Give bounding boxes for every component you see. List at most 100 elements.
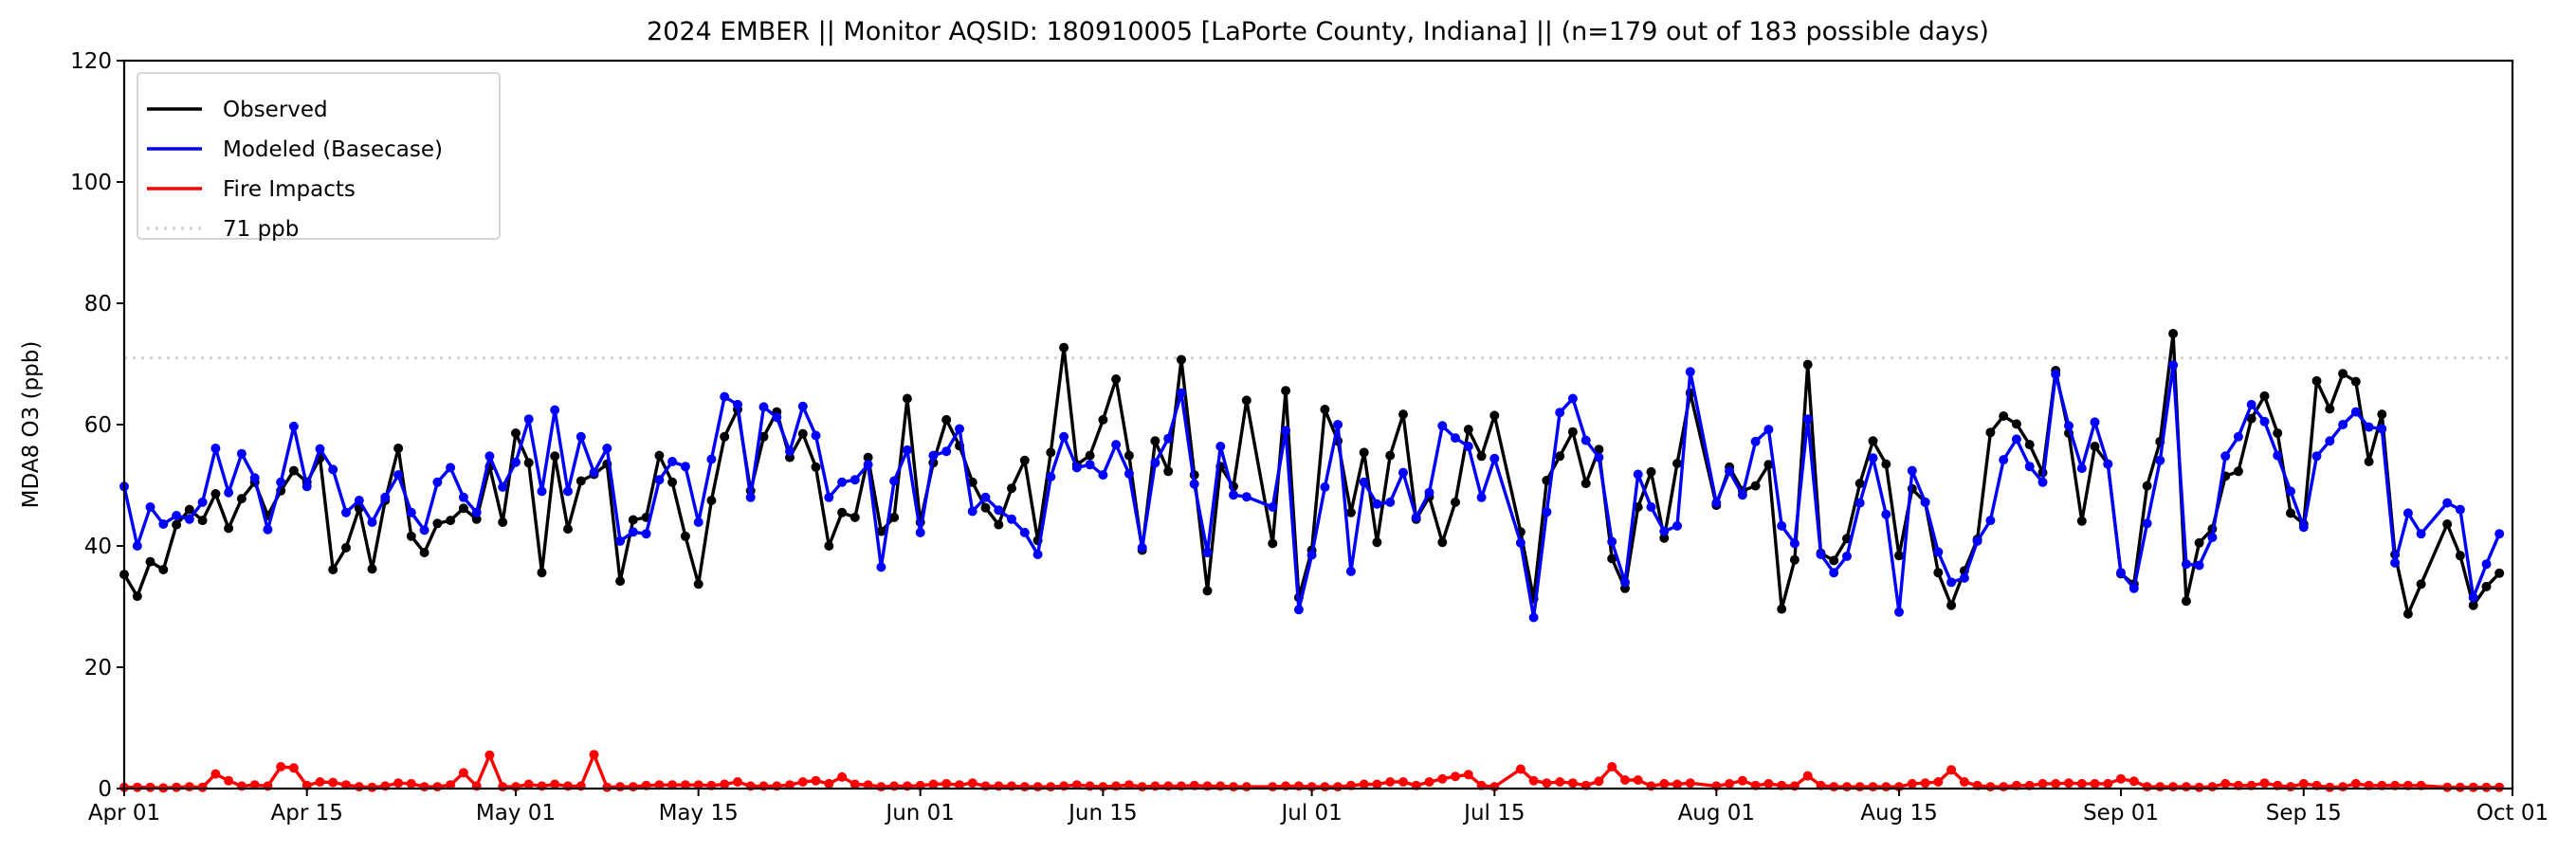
modeled-basecase-point xyxy=(1542,507,1552,517)
modeled-basecase-point xyxy=(1424,487,1434,498)
observed-point xyxy=(1750,481,1761,491)
fire-impacts-point xyxy=(328,777,338,788)
modeled-basecase-point xyxy=(967,506,977,517)
observed-point xyxy=(1802,359,1813,370)
modeled-basecase-point xyxy=(2207,533,2218,542)
modeled-basecase-point xyxy=(1620,577,1630,588)
legend-box xyxy=(137,72,501,240)
x-tick-label: Jul 15 xyxy=(1462,801,1525,826)
modeled-basecase-point xyxy=(2024,462,2035,472)
series-fire-impacts xyxy=(119,750,2505,793)
fire-impacts-point xyxy=(341,780,351,790)
observed-point xyxy=(158,565,169,574)
observed-point xyxy=(563,524,573,535)
modeled-basecase-point xyxy=(1124,468,1134,479)
modeled-basecase-point xyxy=(2325,436,2335,446)
modeled-basecase-point xyxy=(589,467,599,478)
observed-point xyxy=(1489,410,1500,421)
fire-impacts-point xyxy=(458,768,468,778)
observed-point xyxy=(811,462,821,472)
modeled-basecase-point xyxy=(132,541,142,551)
fire-impacts-point xyxy=(393,778,404,789)
modeled-basecase-point xyxy=(1555,408,1565,418)
fire-impacts-point xyxy=(589,750,599,760)
fire-impacts-point xyxy=(1359,779,1369,789)
modeled-basecase-point xyxy=(1763,425,1774,435)
fire-impacts-point xyxy=(2194,782,2204,792)
fire-impacts-point xyxy=(1241,782,1251,792)
modeled-basecase-point xyxy=(1398,467,1408,478)
fire-impacts-point xyxy=(1985,782,1996,792)
observed-point xyxy=(1933,568,1944,578)
observed-point xyxy=(2286,508,2295,518)
modeled-basecase-point xyxy=(288,421,299,431)
modeled-basecase-point xyxy=(1607,536,1617,547)
modeled-basecase-point xyxy=(824,492,834,502)
fire-impacts-point xyxy=(1672,779,1682,789)
fire-impacts-point xyxy=(1555,777,1565,787)
fire-impacts-point xyxy=(720,779,730,789)
x-tick-label: Aug 15 xyxy=(1860,801,1938,826)
modeled-basecase-point xyxy=(341,507,351,517)
fire-impacts-point xyxy=(2090,778,2100,789)
observed-point xyxy=(1463,425,1473,435)
modeled-basecase-point xyxy=(1111,440,1122,450)
modeled-basecase-point xyxy=(1293,605,1304,615)
observed-point xyxy=(1007,483,1016,494)
modeled-basecase-point xyxy=(406,507,416,517)
fire-impacts-point xyxy=(1032,782,1043,792)
fire-impacts-point xyxy=(1842,782,1852,792)
observed-point xyxy=(1567,426,1578,437)
modeled-basecase-point xyxy=(1972,535,1982,546)
modeled-basecase-point xyxy=(772,412,782,423)
fire-impacts-point xyxy=(824,778,834,789)
observed-line xyxy=(122,332,2501,616)
modeled-basecase-point xyxy=(2233,431,2243,442)
modeled-basecase-point xyxy=(498,481,508,492)
fire-impacts-point xyxy=(1829,782,1839,792)
observed-point xyxy=(1359,447,1369,458)
modeled-basecase-point xyxy=(354,496,364,505)
legend-item: Observed xyxy=(147,98,328,122)
modeled-basecase-point xyxy=(641,529,651,539)
modeled-basecase-point xyxy=(1959,572,1969,583)
modeled-basecase-point xyxy=(2273,450,2283,461)
modeled-basecase-point xyxy=(955,424,964,434)
observed-point xyxy=(667,477,678,487)
modeled-basecase-point xyxy=(1737,490,1747,500)
modeled-basecase-point xyxy=(1580,435,1591,445)
observed-point xyxy=(1946,600,1957,610)
fire-impacts-point xyxy=(654,780,665,790)
fire-impacts-point xyxy=(172,782,182,792)
observed-point xyxy=(1607,554,1617,564)
observed-point xyxy=(1385,450,1396,461)
fire-impacts-point xyxy=(1633,775,1643,785)
fire-impacts-point xyxy=(1594,776,1604,787)
modeled-basecase-point xyxy=(2338,420,2348,429)
modeled-basecase-point xyxy=(1854,498,1865,508)
fire-impacts-point xyxy=(1933,777,1944,787)
modeled-basecase-point xyxy=(145,502,155,512)
modeled-basecase-line xyxy=(122,363,2501,620)
modeled-basecase-point xyxy=(2468,592,2478,603)
modeled-basecase-point xyxy=(2390,557,2401,568)
modeled-basecase-point xyxy=(550,405,560,415)
fire-impacts-point xyxy=(785,780,795,790)
modeled-basecase-point xyxy=(263,524,273,535)
observed-point xyxy=(1476,451,1487,462)
observed-point xyxy=(132,591,142,602)
modeled-basecase-point xyxy=(315,444,325,454)
modeled-basecase-point xyxy=(2076,463,2087,474)
modeled-basecase-point xyxy=(2116,568,2126,578)
observed-point xyxy=(498,517,508,527)
observed-point xyxy=(1085,450,1095,461)
fire-impacts-point xyxy=(1620,775,1630,785)
fire-impacts-point xyxy=(1907,778,1917,789)
fire-impacts-point xyxy=(1019,782,1030,792)
observed-point xyxy=(876,526,886,536)
modeled-basecase-point xyxy=(1567,393,1578,404)
observed-point xyxy=(654,450,665,461)
fire-impacts-point xyxy=(2259,778,2270,789)
observed-point xyxy=(1555,451,1565,462)
fire-impacts-point xyxy=(132,782,142,792)
